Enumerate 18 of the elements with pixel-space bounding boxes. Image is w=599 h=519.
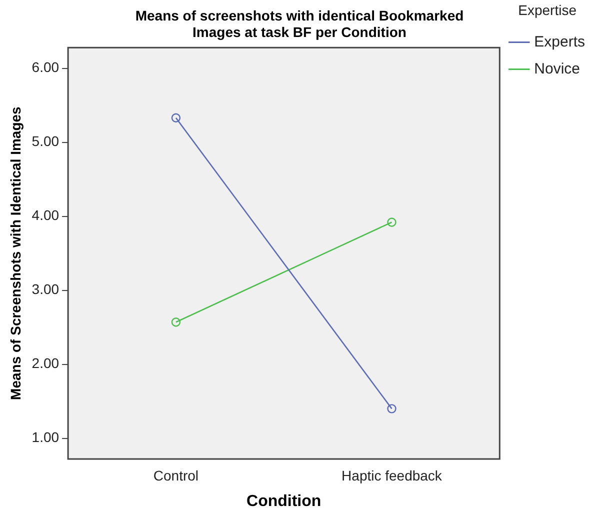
y-tick-label: 1.00 [32, 429, 60, 446]
x-tick-label: Haptic feedback [342, 467, 443, 484]
chart-title: Means of screenshots with identical Bookmarked Images at task BF per Condition [135, 7, 464, 40]
x-axis-title: Condition [246, 492, 322, 510]
y-axis-title: Means of Screenshots with Identical Images [7, 106, 24, 400]
point [387, 218, 396, 227]
point [171, 318, 181, 327]
legend-label: Experts [534, 33, 586, 50]
point [171, 113, 181, 122]
x-tick-label: Control [153, 467, 199, 484]
y-tick-label: 2.00 [32, 355, 60, 372]
y-tick-label: 5.00 [32, 133, 60, 150]
legend-title: Expertise [518, 2, 577, 18]
legend-label: Novice [534, 60, 580, 78]
point [387, 404, 396, 414]
y-tick-label: 3.00 [32, 281, 60, 298]
y-tick-label: 4.00 [32, 207, 60, 224]
y-tick-label: 6.00 [32, 59, 60, 76]
